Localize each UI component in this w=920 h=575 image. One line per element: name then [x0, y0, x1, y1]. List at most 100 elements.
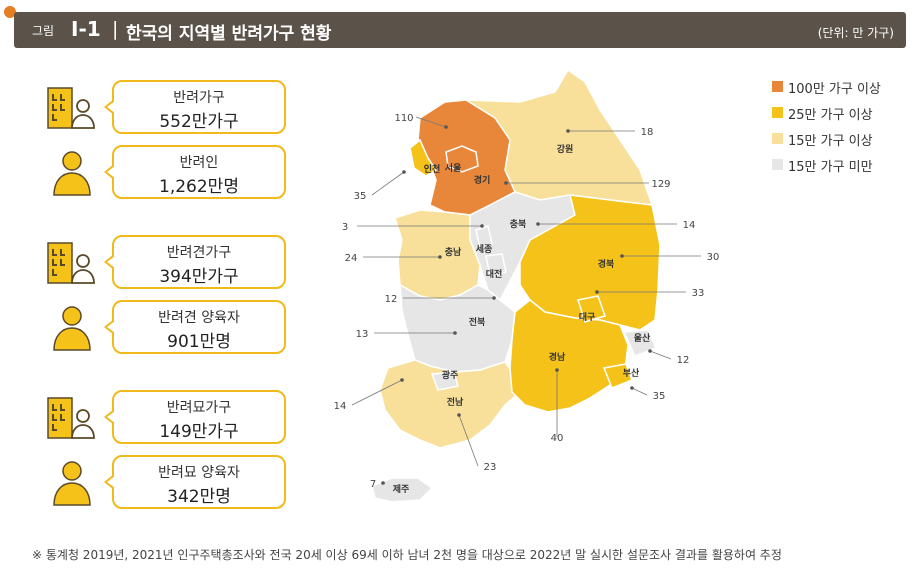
leader-dot	[648, 349, 652, 353]
region-name-label: 전북	[469, 316, 486, 328]
region-jeju	[371, 477, 434, 503]
legend-label: 15만 가구 미만	[788, 160, 873, 175]
region-value-label: 12	[385, 294, 398, 305]
stat-box: 반려견가구 394만가구	[104, 235, 286, 289]
figure-header: 그림 I-1 | 한국의 지역별 반려가구 현황 (단위: 만 가구)	[14, 12, 906, 48]
region-value-label: 24	[345, 253, 358, 264]
leader-dot	[630, 386, 634, 390]
stat-label: 반려가구	[173, 90, 225, 106]
region-value-label: 7	[370, 479, 376, 490]
region-value-label: 14	[683, 220, 696, 231]
stat-value: 552만가구	[159, 112, 239, 132]
region-daejeon	[485, 253, 507, 277]
region-name-label: 서울	[445, 162, 462, 174]
stat-label: 반려인	[179, 155, 219, 171]
decorative-dot	[4, 6, 16, 18]
stat-dog-households: 반려견가구 394만가구	[46, 235, 286, 289]
region-gyeongbuk	[519, 194, 661, 331]
region-name-label: 광주	[442, 369, 459, 381]
stat-box: 반려견 양육자 901만명	[104, 300, 286, 354]
region-name-label: 경북	[598, 258, 615, 270]
leader-dot	[402, 170, 406, 174]
leader-dot	[438, 255, 442, 259]
region-name-label: 인천	[424, 164, 441, 175]
stat-label: 반려묘 양육자	[158, 465, 240, 481]
leader-dot	[566, 129, 570, 133]
region-value-label: 14	[334, 401, 347, 412]
person-icon	[53, 306, 91, 351]
building-person-icon	[47, 397, 95, 439]
header-separator: |	[112, 18, 119, 40]
legend-swatch	[772, 159, 783, 170]
leader-dot	[444, 125, 448, 129]
region-value-label: 30	[707, 252, 720, 263]
leader-dot	[453, 331, 457, 335]
stat-box: 반려묘 양육자 342만명	[104, 455, 286, 509]
unit-label: (단위: 만 가구)	[817, 26, 894, 40]
stat-value: 342만명	[167, 487, 231, 507]
stat-box: 반려묘가구 149만가구	[104, 390, 286, 444]
region-name-label: 대전	[486, 268, 503, 280]
stat-label: 반려견가구	[166, 245, 232, 261]
region-name-label: 전남	[447, 396, 464, 408]
stat-cat-owners: 반려묘 양육자 342만명	[46, 455, 286, 509]
leader-dot	[555, 368, 559, 372]
legend-label: 100만 가구 이상	[788, 82, 881, 97]
region-value-label: 40	[551, 433, 564, 444]
region-value-label: 35	[653, 391, 666, 402]
legend-swatch	[772, 133, 783, 144]
region-name-label: 부산	[623, 367, 640, 379]
building-person-icon	[47, 242, 95, 284]
stat-label: 반려묘가구	[166, 400, 232, 416]
leader-line	[458, 414, 479, 467]
stat-value: 149만가구	[159, 422, 239, 442]
leader-line	[371, 171, 405, 196]
legend-swatch	[772, 107, 783, 118]
leader-dot	[620, 254, 624, 258]
figure-title: 한국의 지역별 반려가구 현황	[126, 24, 332, 44]
building-person-icon	[47, 87, 95, 129]
leader-dot	[536, 222, 540, 226]
region-name-label: 경남	[549, 351, 566, 363]
leader-dot	[457, 413, 461, 417]
region-name-label: 경기	[474, 174, 491, 186]
stat-pet-owners: 반려인 1,262만명	[46, 145, 286, 199]
leader-line	[649, 350, 672, 360]
region-name-label: 강원	[557, 143, 574, 155]
leader-dot	[504, 181, 508, 185]
leader-dot	[595, 290, 599, 294]
stat-label: 반려견 양육자	[158, 310, 240, 326]
region-value-label: 23	[484, 462, 497, 473]
region-value-label: 33	[692, 288, 705, 299]
stat-value: 394만가구	[159, 267, 239, 287]
leader-dot	[400, 378, 404, 382]
legend-label: 25만 가구 이상	[788, 108, 873, 123]
figure-number: I-1	[71, 17, 101, 41]
stat-cat-households: 반려묘가구 149만가구	[46, 390, 286, 444]
person-icon	[53, 151, 91, 196]
stat-value: 1,262만명	[159, 177, 239, 197]
region-ulsan	[622, 329, 658, 357]
region-value-label: 35	[354, 191, 367, 202]
leader-line	[415, 116, 447, 128]
region-value-label: 18	[641, 127, 654, 138]
region-value-label: 3	[342, 222, 348, 233]
legend-swatch	[772, 81, 783, 92]
region-seoul	[445, 145, 479, 173]
region-jeonnam	[379, 359, 521, 449]
stat-box: 반려인 1,262만명	[104, 145, 286, 199]
region-name-label: 대구	[579, 311, 596, 323]
person-icon	[53, 461, 91, 506]
footnote: ※ 통계청 2019년, 2021년 인구주택총조사와 전국 20세 이상 69…	[32, 548, 782, 562]
region-incheon	[409, 138, 438, 177]
region-value-label: 12	[677, 355, 690, 366]
region-sejong	[475, 225, 493, 249]
leader-dot	[480, 224, 484, 228]
region-daegu	[577, 295, 606, 323]
stat-box: 반려가구 552만가구	[104, 80, 286, 134]
region-name-label: 제주	[393, 483, 410, 495]
region-chungnam	[394, 209, 481, 301]
region-value-label: 110	[394, 113, 413, 124]
stat-dog-owners: 반려견 양육자 901만명	[46, 300, 286, 354]
